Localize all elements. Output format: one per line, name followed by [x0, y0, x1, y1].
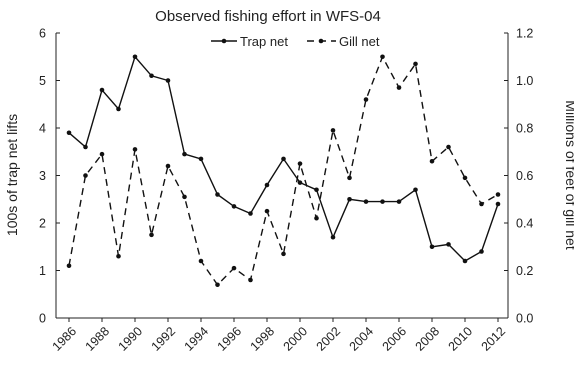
data-point-trap-net — [330, 234, 336, 240]
x-tick-label: 1994 — [182, 324, 212, 354]
data-point-trap-net — [198, 156, 204, 162]
data-point-trap-net — [347, 196, 352, 202]
data-point-trap-net — [495, 201, 501, 207]
data-point-trap-net — [281, 156, 286, 162]
data-point-gill-net — [330, 128, 336, 133]
axes: 0 1 2 3 4 5 6 0.0 0.2 0.4 0.6 0.8 1.0 1.2 1986 1988 1990… — [39, 27, 533, 354]
series-line-gill-net — [68, 55, 499, 286]
legend-marker-trap-net — [221, 38, 227, 44]
data-point-gill-net — [231, 265, 237, 271]
data-point-trap-net — [264, 182, 270, 188]
x-tick-label: 1988 — [83, 324, 113, 354]
x-tick-label: 2012 — [479, 324, 509, 354]
data-point-trap-net — [479, 249, 484, 254]
data-point-trap-net — [396, 199, 402, 204]
x-tick-label: 1986 — [50, 324, 80, 354]
data-point-gill-net — [66, 263, 72, 269]
y-tick-label-right: 1.2 — [516, 27, 533, 41]
data-point-gill-net — [429, 158, 435, 164]
data-point-gill-net — [446, 144, 451, 150]
data-point-trap-net — [446, 242, 451, 247]
data-point-trap-net — [314, 187, 319, 193]
data-point-trap-net — [83, 144, 88, 150]
data-point-trap-net — [116, 106, 121, 112]
y-tick-label-right: 1.0 — [516, 74, 533, 88]
y-tick-label-left: 3 — [39, 169, 46, 183]
y-tick-label-right: 0.0 — [516, 312, 533, 326]
y-tick-label-left: 4 — [39, 122, 46, 136]
data-point-gill-net — [479, 201, 484, 207]
data-point-gill-net — [380, 54, 385, 60]
plot-area — [66, 54, 501, 288]
data-point-gill-net — [363, 97, 369, 102]
data-point-trap-net — [66, 130, 72, 136]
y-tick-label-right: 0.8 — [516, 122, 533, 136]
y-tick-label-right: 0.2 — [516, 264, 533, 278]
x-tick-label: 2004 — [347, 324, 377, 354]
data-point-trap-net — [248, 211, 253, 216]
data-point-gill-net — [198, 258, 204, 264]
data-point-trap-net — [182, 151, 187, 157]
data-point-gill-net — [215, 282, 220, 288]
data-point-trap-net — [215, 192, 220, 197]
y-tick-label-right: 0.6 — [516, 169, 533, 183]
data-point-gill-net — [264, 208, 270, 214]
y-tick-label-right: 0.4 — [516, 217, 533, 231]
x-tick-label: 1996 — [215, 324, 245, 354]
data-point-gill-net — [132, 147, 138, 152]
data-point-gill-net — [396, 85, 402, 90]
y-axis-label-right: Millions of feet of gill net — [563, 100, 574, 250]
chart-title: Observed fishing effort in WFS-04 — [155, 8, 381, 25]
data-point-gill-net — [83, 173, 88, 178]
data-point-gill-net — [314, 215, 319, 221]
y-tick-label-left: 2 — [39, 217, 46, 231]
data-point-trap-net — [297, 180, 303, 185]
y-tick-label-left: 1 — [39, 264, 46, 278]
data-point-gill-net — [297, 161, 303, 166]
data-point-trap-net — [132, 54, 138, 60]
data-point-trap-net — [380, 199, 385, 204]
data-point-trap-net — [462, 258, 468, 264]
data-point-trap-net — [99, 87, 105, 93]
data-point-trap-net — [149, 73, 154, 79]
x-tick-label: 2008 — [413, 324, 443, 354]
y-axis-label-left: 100s of trap net lifts — [4, 114, 20, 236]
y-tick-label-left: 0 — [39, 312, 46, 326]
data-point-trap-net — [429, 244, 435, 250]
data-point-trap-net — [363, 199, 369, 204]
legend-label-trap-net: Trap net — [240, 34, 288, 49]
data-point-gill-net — [462, 175, 468, 181]
data-point-trap-net — [165, 78, 171, 83]
data-point-trap-net — [413, 187, 418, 193]
data-point-gill-net — [413, 61, 418, 67]
x-tick-label: 1990 — [116, 324, 146, 354]
data-point-trap-net — [231, 204, 237, 209]
data-point-gill-net — [149, 232, 154, 238]
data-point-gill-net — [495, 192, 501, 197]
x-tick-label: 1998 — [248, 324, 278, 354]
legend-label-gill-net: Gill net — [339, 34, 380, 49]
data-point-gill-net — [182, 194, 187, 200]
legend-marker-gill-net — [318, 38, 324, 44]
data-point-gill-net — [116, 253, 121, 259]
x-tick-label: 1992 — [149, 324, 179, 354]
data-point-gill-net — [248, 277, 253, 283]
data-point-gill-net — [165, 163, 171, 169]
data-point-gill-net — [99, 151, 105, 157]
x-tick-label: 2006 — [380, 324, 410, 354]
y-tick-label-left: 5 — [39, 74, 46, 88]
legend: Trap net Gill net — [211, 34, 380, 49]
y-tick-label-left: 6 — [39, 27, 46, 41]
x-tick-label: 2002 — [314, 324, 344, 354]
data-point-gill-net — [281, 251, 286, 257]
data-point-gill-net — [347, 175, 352, 181]
x-tick-label: 2010 — [446, 324, 476, 354]
x-tick-label: 2000 — [281, 324, 311, 354]
